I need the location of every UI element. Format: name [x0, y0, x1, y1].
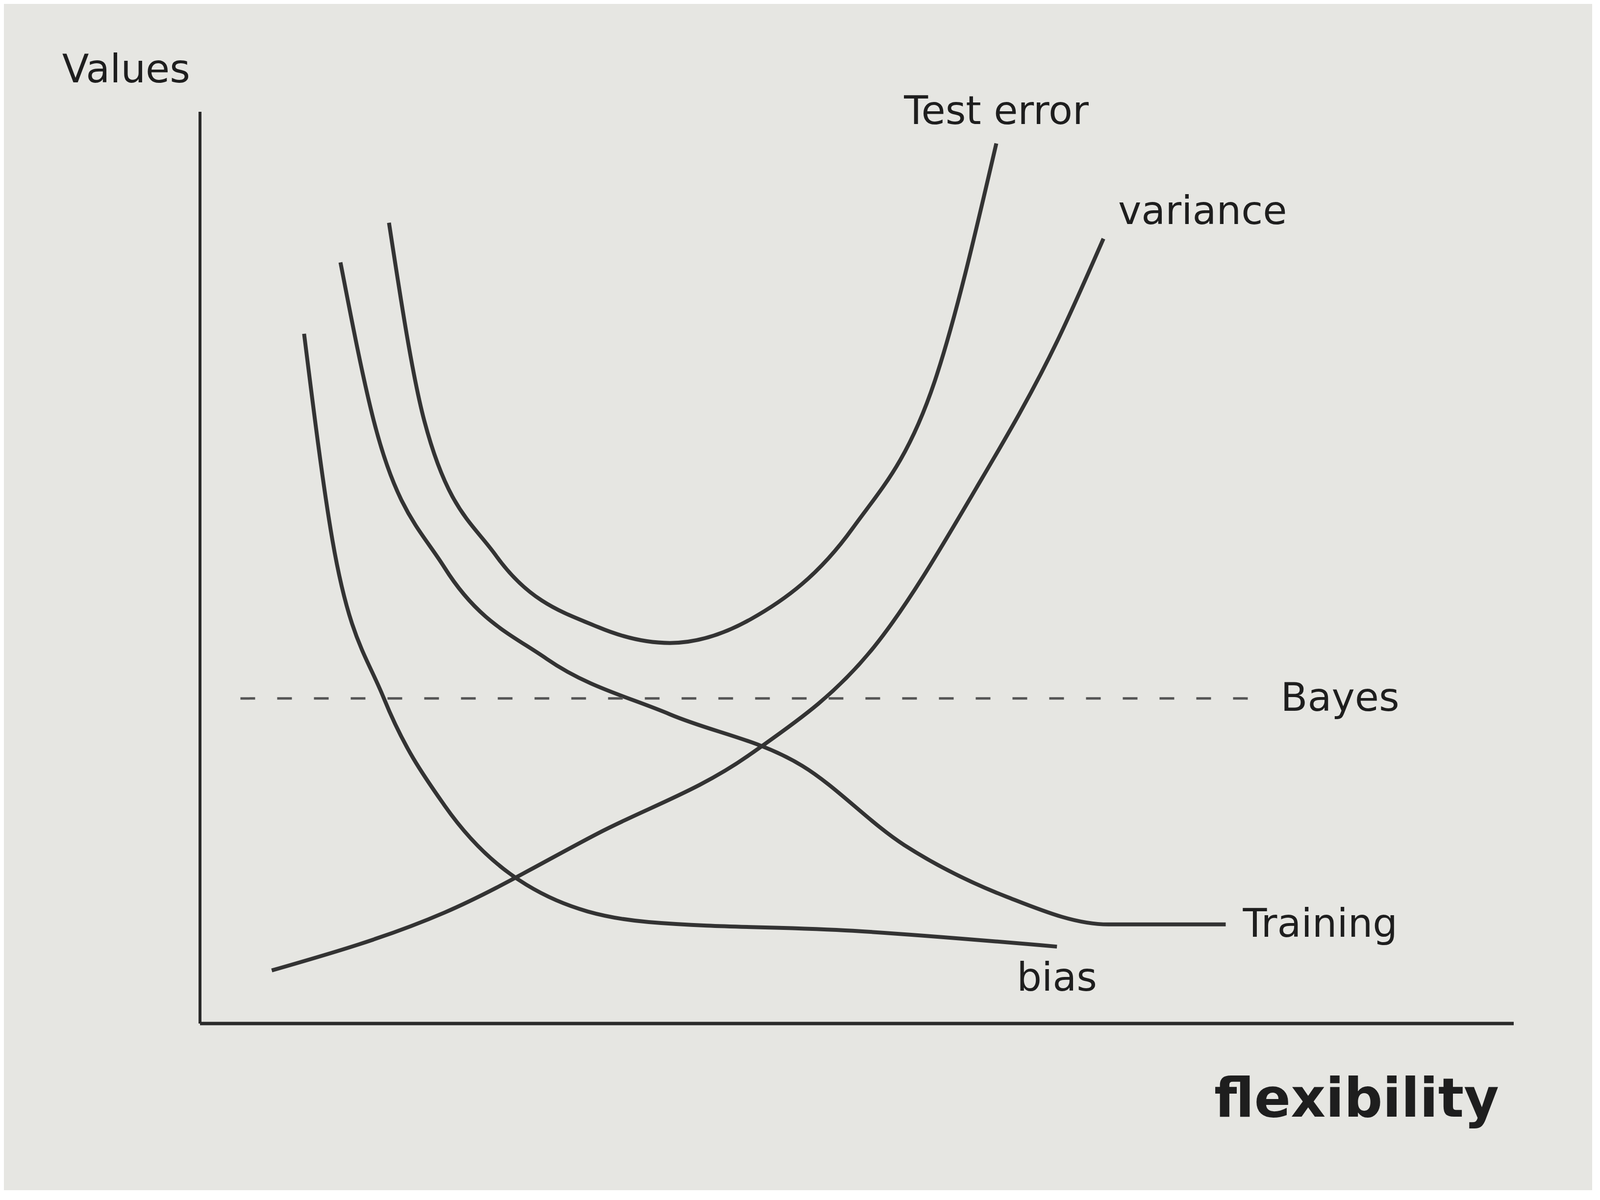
svg-text:Training: Training	[1242, 900, 1398, 947]
svg-text:bias: bias	[1016, 954, 1098, 1000]
svg-text:Test error: Test error	[903, 87, 1089, 134]
svg-text:flexibility: flexibility	[1214, 1066, 1500, 1130]
svg-text:Bayes: Bayes	[1280, 674, 1400, 721]
svg-text:variance: variance	[1118, 187, 1287, 234]
svg-text:Values: Values	[62, 46, 191, 92]
